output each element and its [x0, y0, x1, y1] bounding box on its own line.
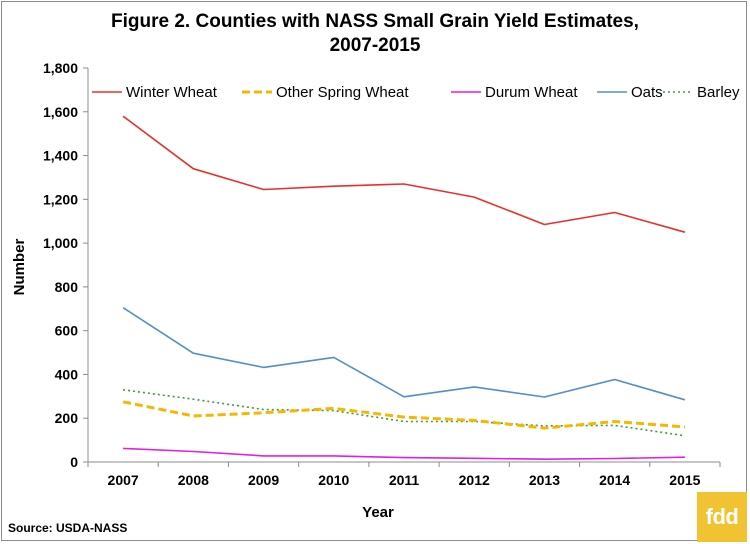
- series-line-other-spring-wheat: [122, 400, 686, 430]
- x-tick-label: 2007: [108, 472, 139, 488]
- legend-label: Durum Wheat: [485, 84, 578, 101]
- y-tick-label: 1,400: [43, 148, 78, 164]
- y-tick-label: 800: [55, 279, 79, 295]
- series-line-oats: [122, 307, 686, 401]
- y-tick-label: 200: [55, 410, 79, 426]
- x-tick-label: 2015: [669, 472, 700, 488]
- legend-label: Barley: [697, 84, 740, 101]
- x-axis-label: Year: [362, 504, 394, 521]
- chart-title-line1: Figure 2. Counties with NASS Small Grain…: [111, 11, 639, 32]
- y-tick-label: 600: [55, 323, 79, 339]
- y-tick-labels: 0 200 400 600 800 1,000 1,200 1,400 1,600 1,800: [43, 60, 78, 470]
- chart-title: Figure 2. Counties with NASS Small Grain…: [0, 10, 750, 58]
- series-line-winter-wheat: [122, 115, 686, 233]
- x-tick-label: 2014: [599, 472, 630, 488]
- fdd-logo: fdd: [697, 492, 747, 542]
- x-tick-label: 2011: [389, 472, 420, 488]
- x-tick-label: 2012: [459, 472, 490, 488]
- y-tick-label: 1,600: [43, 104, 78, 120]
- series-lines: [122, 115, 686, 461]
- x-tick-label: 2013: [529, 472, 560, 488]
- y-tick-label: 400: [55, 366, 79, 382]
- legend: Winter Wheat Other Spring Wheat Durum Whea…: [92, 84, 740, 101]
- series-line-barley: [122, 389, 686, 437]
- legend-label: Other Spring Wheat: [276, 84, 409, 101]
- y-tick-label: 1,000: [43, 235, 78, 251]
- legend-label: Oats: [631, 84, 663, 101]
- logo-text: fdd: [705, 504, 739, 529]
- x-tick-label: 2008: [178, 472, 209, 488]
- y-tick-label: 1,800: [43, 60, 78, 76]
- series-line-durum-wheat: [123, 447, 685, 461]
- axes: [83, 67, 721, 467]
- source-note: Source: USDA-NASS: [8, 521, 128, 535]
- y-axis-label: Number: [11, 239, 28, 296]
- x-tick-label: 2009: [248, 472, 279, 488]
- y-tick-label: 0: [70, 454, 78, 470]
- chart-title-line2: 2007-2015: [329, 35, 421, 56]
- legend-label: Winter Wheat: [126, 84, 218, 101]
- x-tick-labels: 2007 2008 2009 2010 2011 2012 2013 2014 2015: [108, 472, 701, 488]
- x-tick-label: 2010: [318, 472, 349, 488]
- y-tick-label: 1,200: [43, 191, 78, 207]
